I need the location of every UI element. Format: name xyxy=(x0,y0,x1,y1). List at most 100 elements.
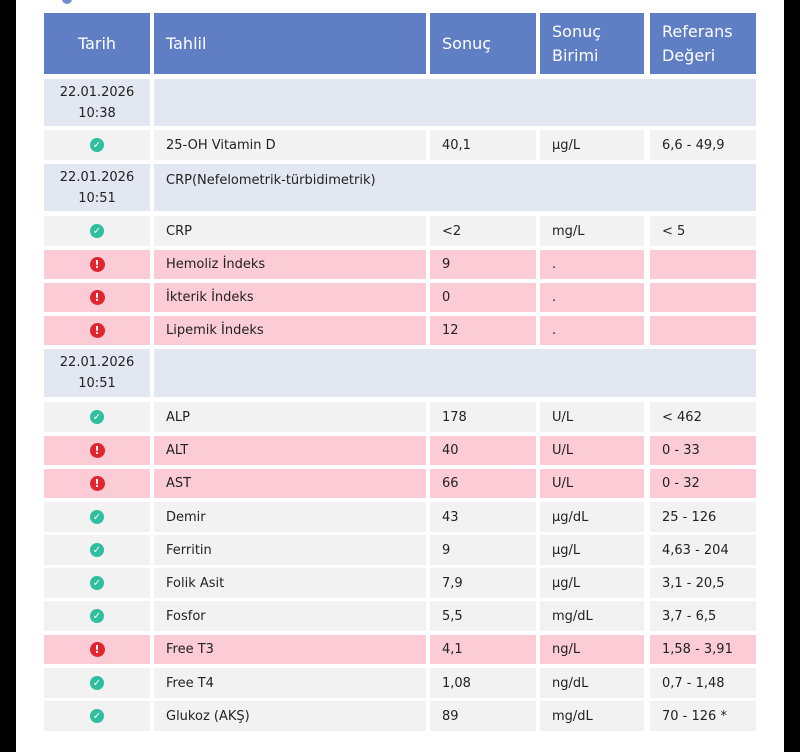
right-frame-border xyxy=(784,0,800,752)
test-value: 9 xyxy=(430,535,536,565)
test-value: 89 xyxy=(430,701,536,731)
table-row[interactable]: ! Lipemik İndeks 12 . xyxy=(44,316,756,345)
table-row[interactable]: ! İkterik İndeks 0 . xyxy=(44,283,756,312)
test-name: 25-OH Vitamin D xyxy=(154,130,426,160)
test-unit: µg/L xyxy=(540,130,644,160)
test-ref: 6,6 - 49,9 xyxy=(650,130,756,160)
group-title: CRP(Nefelometrik-türbidimetrik) xyxy=(154,164,756,211)
status-alert-icon: ! xyxy=(44,250,150,279)
group-date: 22.01.2026 10:38 xyxy=(44,79,150,126)
group-title xyxy=(154,349,756,397)
test-unit: . xyxy=(540,250,644,279)
group-title xyxy=(154,79,756,126)
test-value: 178 xyxy=(430,402,536,432)
test-ref: < 5 xyxy=(650,216,756,246)
table-row[interactable]: ✓ ALP 178 U/L < 462 xyxy=(44,402,756,432)
test-value: 0 xyxy=(430,283,536,312)
status-alert-icon: ! xyxy=(44,316,150,345)
test-unit: mg/dL xyxy=(540,601,644,631)
col-header-tarih[interactable]: Tarih xyxy=(44,13,150,74)
test-unit: mg/dL xyxy=(540,701,644,731)
test-ref: 0 - 33 xyxy=(650,436,756,465)
test-value: <2 xyxy=(430,216,536,246)
test-ref: 70 - 126 * xyxy=(650,701,756,731)
test-ref: 4,63 - 204 xyxy=(650,535,756,565)
status-ok-icon: ✓ xyxy=(44,216,150,246)
group-date-day: 22.01.2026 xyxy=(59,169,135,185)
test-name: AST xyxy=(154,469,426,498)
table-row[interactable]: ! Hemoliz İndeks 9 . xyxy=(44,250,756,279)
test-unit: mg/L xyxy=(540,216,644,246)
group-date-day: 22.01.2026 xyxy=(59,84,135,100)
test-value: 9 xyxy=(430,250,536,279)
table-row[interactable]: ✓ Folik Asit 7,9 µg/L 3,1 - 20,5 xyxy=(44,568,756,598)
test-value: 12 xyxy=(430,316,536,345)
test-unit: . xyxy=(540,316,644,345)
test-name: Fosfor xyxy=(154,601,426,631)
col-header-sonuc[interactable]: Sonuç xyxy=(430,13,536,74)
test-unit: U/L xyxy=(540,402,644,432)
test-unit: U/L xyxy=(540,436,644,465)
group-date: 22.01.2026 10:51 xyxy=(44,349,150,397)
table-row[interactable]: ✓ Fosfor 5,5 mg/dL 3,7 - 6,5 xyxy=(44,601,756,631)
test-ref: 1,58 - 3,91 xyxy=(650,635,756,664)
group-date-time: 10:51 xyxy=(78,190,116,206)
test-unit: µg/L xyxy=(540,568,644,598)
test-unit: µg/L xyxy=(540,535,644,565)
col-header-tahlil[interactable]: Tahlil xyxy=(154,13,426,74)
group-header-row: 22.01.2026 10:51 CRP(Nefelometrik-türbid… xyxy=(44,164,756,211)
test-name: Ferritin xyxy=(154,535,426,565)
test-name: Demir xyxy=(154,502,426,532)
table-row[interactable]: ✓ CRP <2 mg/L < 5 xyxy=(44,216,756,246)
test-name: Free T4 xyxy=(154,668,426,698)
table-row[interactable]: ✓ Demir 43 µg/dL 25 - 126 xyxy=(44,502,756,532)
test-unit: ng/dL xyxy=(540,668,644,698)
table-row[interactable]: ! ALT 40 U/L 0 - 33 xyxy=(44,436,756,465)
left-frame-border xyxy=(0,0,16,752)
test-name: İkterik İndeks xyxy=(154,283,426,312)
test-name: Glukoz (AKŞ) xyxy=(154,701,426,731)
status-ok-icon: ✓ xyxy=(44,130,150,160)
test-ref: 3,1 - 20,5 xyxy=(650,568,756,598)
col-header-referans-line2: Değeri xyxy=(662,45,716,65)
test-name: ALP xyxy=(154,402,426,432)
test-name: ALT xyxy=(154,436,426,465)
table-row[interactable]: ! AST 66 U/L 0 - 32 xyxy=(44,469,756,498)
table-row[interactable]: ! Free T3 4,1 ng/L 1,58 - 3,91 xyxy=(44,635,756,664)
status-ok-icon: ✓ xyxy=(44,701,150,731)
table-header-row: Tarih Tahlil Sonuç Sonuç Birimi Referans… xyxy=(44,13,756,74)
col-header-referans[interactable]: Referans Değeri xyxy=(650,13,756,74)
group-date: 22.01.2026 10:51 xyxy=(44,164,150,211)
test-name: Free T3 xyxy=(154,635,426,664)
test-value: 40,1 xyxy=(430,130,536,160)
test-unit: ng/L xyxy=(540,635,644,664)
status-ok-icon: ✓ xyxy=(44,601,150,631)
status-ok-icon: ✓ xyxy=(44,502,150,532)
group-date-time: 10:51 xyxy=(78,376,116,391)
test-ref xyxy=(650,250,756,279)
status-ok-icon: ✓ xyxy=(44,568,150,598)
col-header-birim[interactable]: Sonuç Birimi xyxy=(540,13,644,74)
test-unit: µg/dL xyxy=(540,502,644,532)
test-unit: U/L xyxy=(540,469,644,498)
table-row[interactable]: ✓ 25-OH Vitamin D 40,1 µg/L 6,6 - 49,9 xyxy=(44,130,756,160)
test-name: Hemoliz İndeks xyxy=(154,250,426,279)
status-alert-icon: ! xyxy=(44,436,150,465)
table-row[interactable]: ✓ Free T4 1,08 ng/dL 0,7 - 1,48 xyxy=(44,668,756,698)
status-alert-icon: ! xyxy=(44,283,150,312)
group-header-row: 22.01.2026 10:51 xyxy=(44,349,756,397)
table-row[interactable]: ✓ Ferritin 9 µg/L 4,63 - 204 xyxy=(44,535,756,565)
table-row[interactable]: ✓ Glukoz (AKŞ) 89 mg/dL 70 - 126 * xyxy=(44,701,756,731)
top-indicator-dot xyxy=(62,0,72,4)
test-name: Lipemik İndeks xyxy=(154,316,426,345)
test-value: 43 xyxy=(430,502,536,532)
group-date-time: 10:38 xyxy=(78,105,116,121)
test-name: CRP xyxy=(154,216,426,246)
test-ref: 0,7 - 1,48 xyxy=(650,668,756,698)
test-value: 40 xyxy=(430,436,536,465)
group-header-row: 22.01.2026 10:38 xyxy=(44,79,756,126)
status-ok-icon: ✓ xyxy=(44,535,150,565)
test-ref: 25 - 126 xyxy=(650,502,756,532)
test-value: 7,9 xyxy=(430,568,536,598)
col-header-referans-line1: Referans xyxy=(662,21,733,41)
